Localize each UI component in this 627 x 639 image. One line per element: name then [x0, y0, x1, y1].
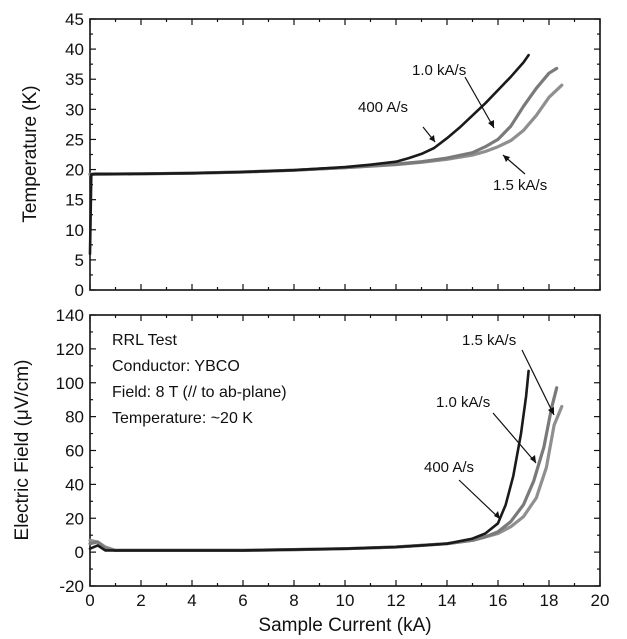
temperature-y-tick-label: 40	[65, 40, 84, 59]
bottom-annotation-1-5kas: 1.5 kA/s	[462, 332, 516, 349]
x-tick-label: 10	[336, 591, 355, 610]
top-annotation-1-5kas: 1.5 kA/s	[493, 177, 547, 194]
electric-field-y-axis-title: Electric Field (μV/cm)	[12, 360, 33, 541]
electric-field-y-tick-label: 40	[65, 475, 84, 494]
temperature-series-lines	[88, 53, 564, 256]
temperature-y-tick-label: 5	[75, 251, 84, 270]
electric-field-y-tick-label: 100	[56, 374, 84, 393]
temperature-y-axis-title: Temperature (K)	[20, 85, 41, 222]
info-test-name: RRL Test	[112, 332, 177, 349]
temperature-axis-ticks: 0 5 10 15 20 25 30 35 40 45	[65, 10, 601, 300]
info-temperature: Temperature: ~20 K	[112, 410, 253, 427]
top-arrow-400as-head	[429, 135, 435, 142]
electric-field-series-400-a-s	[88, 369, 530, 552]
electric-field-series-lines	[88, 369, 564, 553]
bottom-arrow-1kas-head	[530, 455, 536, 463]
x-tick-label: 8	[289, 591, 298, 610]
x-tick-label: 12	[387, 591, 406, 610]
info-field: Field: 8 T (// to ab-plane)	[112, 384, 287, 401]
x-tick-label: 6	[238, 591, 247, 610]
bottom-arrow-1kas	[492, 412, 537, 464]
x-tick-label: 16	[489, 591, 508, 610]
x-axis-title: Sample Current (kA)	[258, 615, 431, 636]
info-conductor: Conductor: YBCO	[112, 358, 240, 375]
top-arrow-1kas	[464, 76, 495, 129]
temperature-y-tick-label: 15	[65, 191, 84, 210]
temperature-y-tick-label: 25	[65, 130, 84, 149]
temperature-series-400-a-s	[88, 53, 530, 256]
x-tick-label: 0	[85, 591, 94, 610]
x-tick-label: 2	[136, 591, 145, 610]
x-tick-label: 20	[591, 591, 610, 610]
temperature-y-tick-label: 30	[65, 100, 84, 119]
temperature-y-tick-label: 10	[65, 221, 84, 240]
electric-field-y-tick-label: -20	[59, 577, 84, 596]
electric-field-y-tick-label: 80	[65, 408, 84, 427]
electric-field-y-tick-label: 140	[56, 306, 84, 325]
bottom-arrow-400as	[458, 479, 501, 520]
top-arrow-1-5kas-head	[503, 155, 510, 162]
electric-field-y-tick-label: 0	[75, 543, 84, 562]
temperature-y-tick-label: 20	[65, 161, 84, 180]
temperature-y-tick-label: 45	[65, 10, 84, 29]
bottom-arrow-1-5kas-head	[548, 407, 554, 415]
bottom-arrow-400as-head	[494, 511, 500, 519]
x-tick-label: 14	[438, 591, 457, 610]
top-arrow-1kas-head	[488, 120, 494, 128]
x-tick-label: 4	[187, 591, 196, 610]
temperature-y-tick-label: 0	[75, 281, 84, 300]
temperature-y-tick-label: 35	[65, 70, 84, 89]
electric-field-y-tick-label: 60	[65, 442, 84, 461]
top-annotation-1kas: 1.0 kA/s	[412, 62, 466, 79]
bottom-annotation-400as: 400 A/s	[424, 459, 474, 476]
electric-field-y-tick-label: 20	[65, 509, 84, 528]
temperature-panel: 0 5 10 15 20 25 30 35 40 45 Temperature (K) 1.0 k…	[20, 10, 601, 300]
electric-field-y-tick-label: 120	[56, 340, 84, 359]
bottom-arrow-1-5kas	[521, 349, 555, 416]
x-tick-label: 18	[540, 591, 559, 610]
top-annotation-400as: 400 A/s	[358, 99, 408, 116]
bottom-annotation-1kas: 1.0 kA/s	[436, 394, 490, 411]
